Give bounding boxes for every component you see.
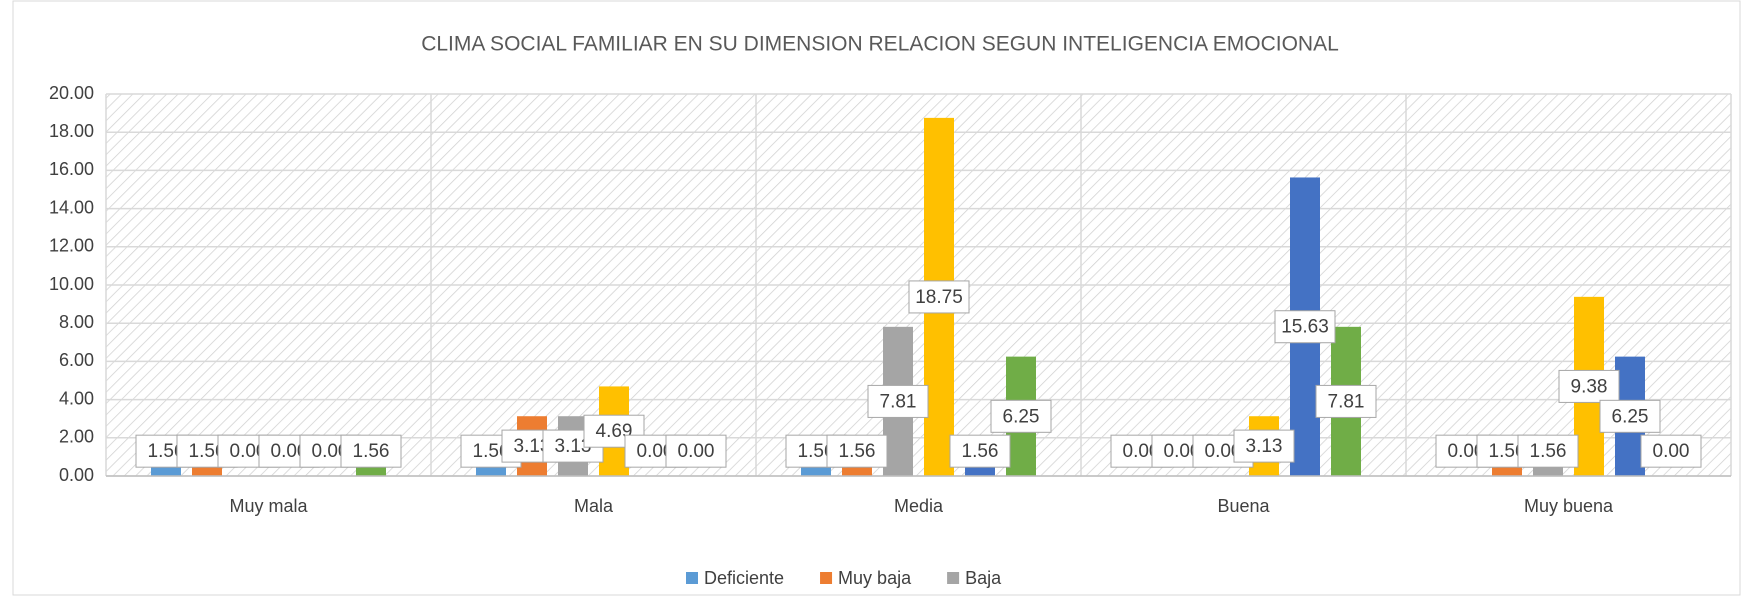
y-tick-label: 2.00 xyxy=(59,427,94,447)
data-label: 0.00 xyxy=(637,441,674,462)
data-label: 1.56 xyxy=(962,441,999,462)
legend-swatch xyxy=(820,572,833,584)
data-label-box xyxy=(1599,399,1661,433)
data-label: 1.56 xyxy=(839,441,876,462)
data-label: 4.69 xyxy=(596,421,633,442)
data-label-box xyxy=(826,434,888,468)
y-tick-label: 18.00 xyxy=(49,121,94,141)
data-label-box xyxy=(1640,434,1702,468)
data-label-box xyxy=(949,434,1011,468)
data-label: 6.25 xyxy=(1003,406,1040,427)
y-tick-label: 14.00 xyxy=(49,197,94,217)
data-label: 0.00 xyxy=(1653,441,1690,462)
data-label: 6.25 xyxy=(1612,406,1649,427)
y-tick-label: 20.00 xyxy=(49,83,94,103)
data-label: 1.56 xyxy=(798,441,835,462)
x-tick-label: Mala xyxy=(574,496,614,516)
x-tick-label: Buena xyxy=(1217,496,1270,516)
data-label-box xyxy=(908,280,970,314)
y-tick-label: 12.00 xyxy=(49,236,94,256)
legend-swatch xyxy=(686,572,698,584)
data-label: 18.75 xyxy=(915,287,963,308)
data-label: 1.56 xyxy=(473,441,510,462)
data-label: 0.00 xyxy=(312,441,349,462)
y-tick-label: 4.00 xyxy=(59,388,94,408)
data-label: 0.00 xyxy=(1448,441,1485,462)
data-label-box xyxy=(1315,384,1377,418)
data-label-box xyxy=(1233,429,1295,463)
data-label: 7.81 xyxy=(880,391,917,412)
y-tick-label: 10.00 xyxy=(49,274,94,294)
data-label: 0.00 xyxy=(1123,441,1160,462)
data-label: 3.13 xyxy=(555,436,592,457)
data-label: 1.56 xyxy=(1530,441,1567,462)
data-label: 7.81 xyxy=(1328,391,1365,412)
data-label: 9.38 xyxy=(1571,376,1608,397)
legend-swatch xyxy=(947,572,960,584)
data-label: 0.00 xyxy=(1164,441,1201,462)
legend-label: Deficiente xyxy=(704,568,784,588)
data-label: 0.00 xyxy=(271,441,308,462)
y-tick-label: 16.00 xyxy=(49,159,94,179)
data-label: 1.56 xyxy=(148,441,185,462)
data-label: 0.00 xyxy=(1205,441,1242,462)
data-label-box xyxy=(1558,369,1620,403)
data-label: 0.00 xyxy=(230,441,267,462)
data-label-box xyxy=(990,399,1052,433)
data-label-box xyxy=(1274,310,1336,344)
data-label: 1.56 xyxy=(189,441,226,462)
data-label: 15.63 xyxy=(1281,317,1329,338)
data-label-box xyxy=(665,434,727,468)
data-label: 1.56 xyxy=(353,441,390,462)
y-tick-label: 6.00 xyxy=(59,350,94,370)
legend-label: Baja xyxy=(965,568,1002,588)
x-tick-label: Muy mala xyxy=(229,496,308,516)
chart-title: CLIMA SOCIAL FAMILIAR EN SU DIMENSION RE… xyxy=(421,33,1339,56)
data-label: 3.13 xyxy=(514,436,551,457)
data-label-box xyxy=(867,384,929,418)
data-label: 3.13 xyxy=(1246,436,1283,457)
legend-label: Muy baja xyxy=(838,568,912,588)
y-tick-label: 8.00 xyxy=(59,312,94,332)
x-tick-label: Media xyxy=(894,496,944,516)
x-tick-label: Muy buena xyxy=(1524,496,1614,516)
data-label: 1.56 xyxy=(1489,441,1526,462)
data-label-box xyxy=(340,434,402,468)
y-tick-label: 0.00 xyxy=(59,465,94,485)
data-label-box xyxy=(1517,434,1579,468)
data-label: 0.00 xyxy=(678,441,715,462)
